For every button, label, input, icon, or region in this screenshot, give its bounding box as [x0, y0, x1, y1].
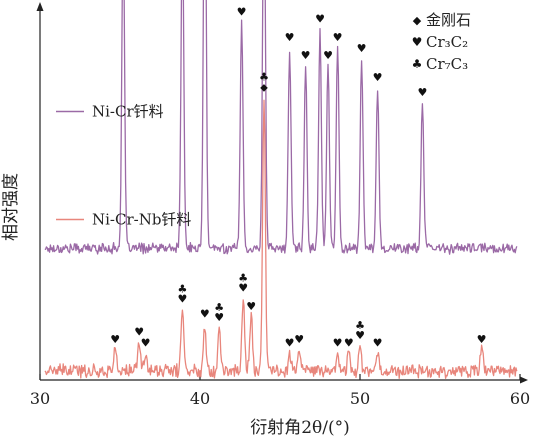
diamond-marker: ◆: [260, 82, 268, 93]
x-axis-title: 衍射角2θ/(°): [250, 418, 350, 438]
heart-marker: ♥: [246, 300, 256, 313]
heart-marker: ♥: [344, 337, 354, 350]
legend-label: 金刚石: [426, 11, 471, 29]
club-marker: ♣: [214, 301, 224, 314]
legend-label: Cr₇C₃: [426, 55, 468, 73]
heart-marker: ♥: [285, 337, 295, 350]
heart-marker: ♥: [357, 42, 367, 55]
x-ticks: 30 40 50 60: [30, 374, 530, 408]
club-marker: ♣: [177, 283, 187, 296]
legend-label: Cr₃C₂: [426, 33, 468, 51]
heart-marker: ♥: [301, 49, 311, 62]
x-tick-label: 60: [510, 389, 530, 408]
heart-marker: ♥: [134, 326, 144, 339]
heart-marker: ♥: [373, 71, 383, 84]
heart-marker: ♥: [373, 337, 383, 350]
heart-marker: ♥: [214, 311, 224, 324]
y-axis-arrow: [36, 2, 44, 11]
axes: [36, 2, 528, 384]
heart-marker: ♥: [200, 307, 210, 320]
diamond-marker: ◆: [413, 14, 422, 27]
series-label: Ni-Cr钎料: [92, 102, 164, 120]
heart-marker: ♥: [333, 337, 343, 350]
heart-marker: ♥: [355, 329, 365, 342]
heart-marker: ♥: [412, 35, 423, 49]
x-tick-label: 40: [190, 389, 210, 408]
heart-marker: ♥: [477, 333, 487, 346]
heart-marker: ♥: [417, 86, 427, 99]
heart-marker: ♥: [237, 5, 247, 18]
heart-marker: ♥: [333, 31, 343, 44]
x-axis-arrow: [520, 376, 528, 384]
series-layer: Ni-Cr钎料 Ni-Cr-Nb钎料: [44, 0, 518, 379]
series-line: [44, 99, 518, 379]
club-marker: ♣: [259, 70, 269, 83]
heart-marker: ♥: [294, 333, 304, 346]
club-marker: ♣: [238, 272, 248, 285]
peak-markers: ♥♥♥♥◆♥♥♥♥♥♥♥♥♥♥♥♥♣♥♥♣♥♣♥◆♣♥♥♥♥♥♣♥♥: [110, 5, 487, 350]
heart-marker: ♥: [110, 333, 120, 346]
heart-marker: ♥: [238, 282, 248, 295]
heart-marker: ♥: [323, 49, 333, 62]
heart-marker: ♥: [315, 13, 325, 26]
series-line: [44, 0, 518, 255]
x-tick-label: 50: [350, 389, 370, 408]
legend: ◆ 金刚石♥ Cr₃C₂♣ Cr₇C₃: [412, 11, 471, 73]
series-label: Ni-Cr-Nb钎料: [92, 210, 191, 228]
heart-marker: ♥: [285, 31, 295, 44]
x-tick-label: 30: [30, 389, 50, 408]
y-axis-title: 相对强度: [1, 173, 21, 241]
heart-marker: ♥: [141, 337, 151, 350]
club-marker: ♣: [412, 57, 423, 71]
heart-marker: ♥: [177, 293, 187, 306]
club-marker: ♣: [355, 319, 365, 332]
